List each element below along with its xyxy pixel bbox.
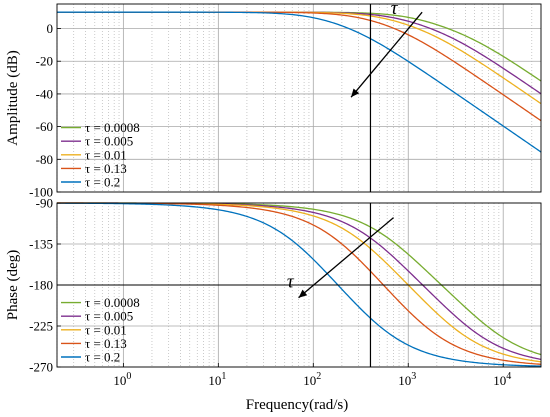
phase-annotation-label: τ [287,272,295,293]
x-tick-label: 103 [398,371,416,388]
amp-y-tick-label: -60 [36,119,53,134]
amp-annotation-label: τ [391,0,399,19]
amp-series-line-5 [57,11,542,153]
x-tick-label: 101 [208,371,226,388]
phase-series-line-5 [57,202,542,367]
amp-y-tick-label: 0 [47,21,54,36]
phase-annotation-arrow [298,217,394,299]
phase-y-tick-label: -135 [29,237,53,252]
phase-y-tick-label: -90 [36,196,53,211]
amp-legend-entry-5: τ = 0.2 [85,175,120,190]
amp-y-tick-label: -80 [36,152,53,167]
phase-legend-entry-2: τ = 0.005 [85,309,133,324]
amp-y-tick-label: -100 [29,185,53,200]
x-tick-label: 102 [303,371,321,388]
x-axis-label: Frequency(rad/s) [246,397,348,413]
amp-y-tick-label: -40 [36,86,53,101]
phase-y-tick-label: -225 [29,319,53,334]
amp-legend-entry-3: τ = 0.01 [85,147,127,162]
amp-axes-frame [56,3,542,193]
amp-legend-entry-1: τ = 0.0008 [85,120,140,135]
amp-y-axis-label: Amplitude (dB) [5,50,21,145]
amp-annotation-arrow [350,11,423,98]
amp-plot-area [57,4,541,192]
amplitude-panel: 0 -20 -40 -60 -80 -100 Amplitude (dB) τ = 0.000… [5,0,542,200]
amp-legend-entry-4: τ = 0.13 [85,161,127,176]
amp-legend-entry-2: τ = 0.005 [85,134,133,149]
x-tick-label: 100 [113,371,131,388]
phase-y-tick-label: -180 [29,278,53,293]
phase-legend-entry-1: τ = 0.0008 [85,295,140,310]
amp-annotation-arrowhead [351,88,360,98]
phase-y-axis-label: Phase (deg) [5,250,21,320]
phase-legend-entry-3: τ = 0.01 [85,322,127,337]
amp-y-tick-label: -20 [36,54,53,69]
phase-y-tick-label: -270 [29,360,53,375]
phase-panel: -90 -135 -180 -225 -270 100 101 102 103 104 Phase … [5,196,542,388]
phase-annotation-arrowhead [298,289,308,298]
phase-legend-entry-4: τ = 0.13 [85,336,127,351]
phase-legend-entry-5: τ = 0.2 [85,350,120,365]
x-tick-label: 104 [493,371,511,388]
